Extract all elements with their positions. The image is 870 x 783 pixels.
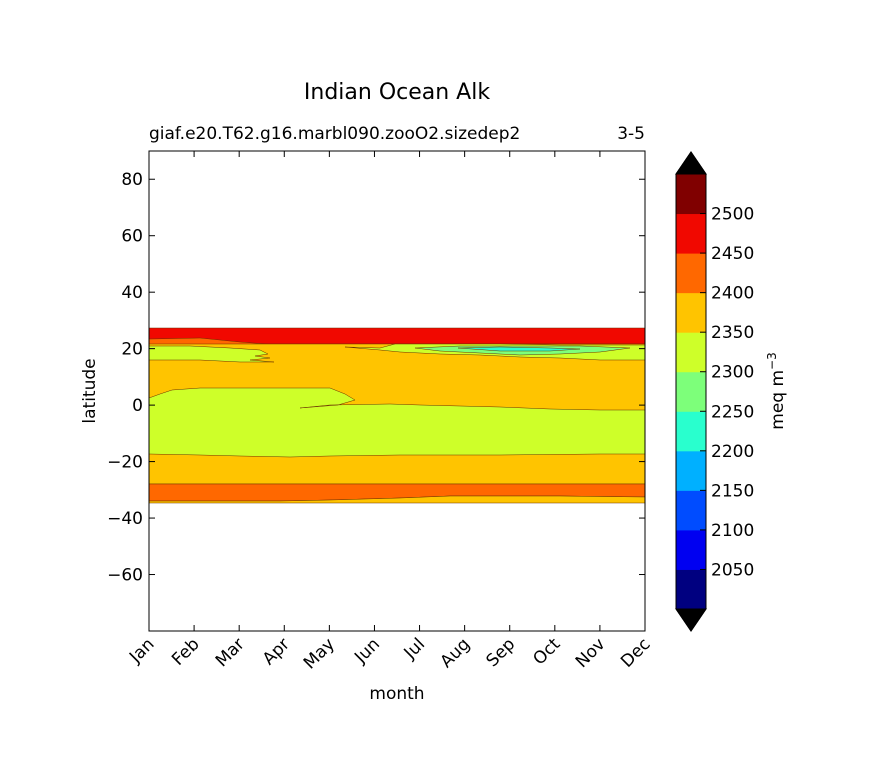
contour-band-2300-2350 (149, 387, 645, 458)
colorbar-extend-low (675, 608, 707, 632)
colorbar-segment (676, 529, 706, 570)
x-tick-label: May (300, 634, 339, 673)
colorbar-segment (676, 292, 706, 333)
y-tick-label: −20 (107, 453, 143, 473)
contour-band-2400-2450-north (149, 337, 281, 346)
colorbar-segment (676, 569, 706, 610)
contour-band-2300-2350-northwest (149, 345, 275, 363)
x-tick-label: Aug (437, 634, 475, 672)
chart-title: Indian Ocean Alk (304, 80, 490, 105)
colorbar-tick-label: 2450 (711, 244, 754, 264)
colorbar-tick-label: 2150 (711, 481, 754, 501)
x-tick-label: Jun (350, 634, 384, 668)
y-tick-label: 40 (121, 283, 143, 303)
colorbar-segment (676, 490, 706, 531)
x-tick-label: Apr (259, 634, 294, 669)
x-tick-label: Sep (482, 634, 519, 671)
x-tick-label: Feb (168, 634, 203, 669)
y-tick-label: 60 (121, 227, 143, 247)
colorbar-outline (675, 151, 707, 632)
colorbar: 2050 2100 2150 2200 2250 2300 2350 2400 2450 2500 (675, 151, 754, 632)
y-axis: 80 60 40 20 0 −20 −40 −60 (107, 170, 645, 586)
x-tick-label: Dec (617, 634, 654, 671)
chart-subtitle-right: 3-5 (617, 124, 645, 144)
colorbar-segment (676, 213, 706, 254)
colorbar-tick-label: 2250 (711, 402, 754, 422)
colorbar-extend-high (675, 151, 707, 175)
x-tick-label: Jan (125, 634, 158, 667)
chart-subtitle-left: giaf.e20.T62.g16.marbl090.zooO2.sizedep2 (149, 124, 520, 144)
colorbar-label-base: meq m (768, 370, 788, 430)
contour-band-2350-2400-south (149, 495, 645, 504)
colorbar-label: meq m−3 (765, 352, 788, 429)
colorbar-segment (676, 411, 706, 452)
y-tick-label: 0 (132, 396, 143, 416)
colorbar-tick-label: 2300 (711, 363, 754, 383)
y-tick-label: −60 (107, 566, 143, 586)
colorbar-segment (676, 253, 706, 294)
colorbar-tick-label: 2200 (711, 442, 754, 462)
plot-area (148, 150, 646, 632)
contour-band-2200-2250 (457, 346, 581, 352)
colorbar-tick-label: 2500 (711, 205, 754, 225)
contour-band-2450-2500 (149, 327, 645, 345)
plot-frame (148, 150, 646, 632)
colorbar-tick-label: 2400 (711, 284, 754, 304)
colorbar-segment (676, 174, 706, 215)
colorbar-tick-label: 2350 (711, 323, 754, 343)
contour-fills (149, 327, 645, 504)
y-axis-label: latitude (80, 358, 100, 423)
x-tick-label: Oct (529, 634, 564, 669)
colorbar-tick-label: 2050 (711, 560, 754, 580)
x-tick-label: Mar (212, 634, 249, 671)
colorbar-tick-label: 2100 (711, 521, 754, 541)
x-tick-label: Jul (400, 634, 429, 663)
colorbar-segment (676, 450, 706, 491)
x-tick-label: Nov (572, 634, 610, 672)
y-tick-label: 20 (121, 340, 143, 360)
colorbar-segment (676, 371, 706, 412)
colorbar-segment (676, 332, 706, 373)
colorbar-label-exponent: −3 (765, 352, 779, 370)
y-tick-label: −40 (107, 509, 143, 529)
x-axis-label: month (369, 684, 424, 704)
y-tick-label: 80 (121, 170, 143, 190)
